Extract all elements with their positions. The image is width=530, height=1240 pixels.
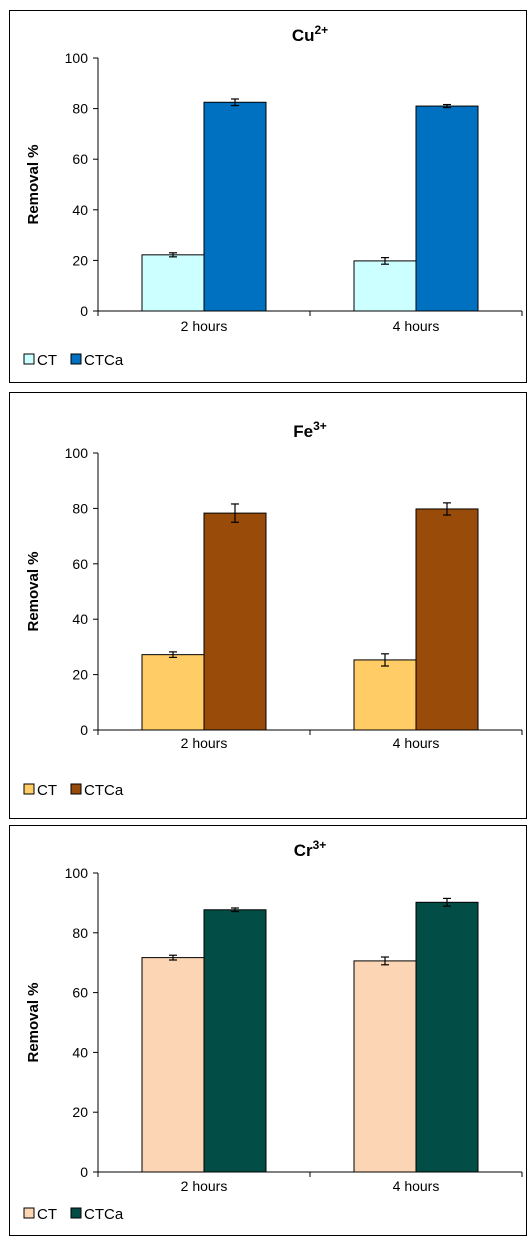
y-tick-label: 0 (80, 303, 88, 319)
bar-ctca (415, 508, 479, 731)
y-tick-label: 20 (72, 1104, 88, 1120)
bar-ct (141, 957, 205, 1173)
y-axis-label: Removal % (25, 144, 42, 224)
bar-ct (353, 960, 417, 1173)
legend-swatch-ct (23, 783, 35, 795)
y-tick-label: 80 (72, 500, 88, 516)
chart-svg: Cr3+ Removal % 0 20 40 60 80 100 2 hours 4 hours C… (23, 838, 523, 1223)
legend-label: CTCa (84, 782, 124, 799)
chart-svg: Fe3+ Removal % 0 20 40 60 80 100 2 hours 4 hours C… (23, 419, 523, 799)
bar-ct (353, 260, 417, 312)
y-tick-label: 80 (72, 925, 88, 941)
x-tick-label: 4 hours (393, 318, 440, 334)
bar-ctca (415, 901, 479, 1173)
chart-title: Cr3+ (294, 838, 327, 860)
chart-title-text: Cr (294, 841, 313, 860)
bar-ctca (203, 101, 267, 312)
y-tick-label: 60 (72, 556, 88, 572)
chart-panel-cu: Cu2+ Removal % 0 20 40 60 80 100 2 hours 4 hours C… (9, 10, 527, 383)
y-tick-label: 60 (72, 151, 88, 167)
y-tick-label: 80 (72, 101, 88, 117)
bar-ctca (203, 909, 267, 1173)
y-tick-label: 0 (80, 722, 88, 738)
legend-swatch-ctca (70, 353, 82, 365)
legend-label: CT (37, 352, 57, 369)
bar-ct (141, 654, 205, 731)
y-axis-label: Removal % (25, 551, 42, 631)
legend-label: CTCa (84, 1206, 124, 1223)
chart-title-text: Cu (292, 26, 315, 45)
y-tick-label: 40 (72, 611, 88, 627)
bar-ctca (415, 105, 479, 312)
y-tick-label: 40 (72, 202, 88, 218)
legend-swatch-ctca (70, 783, 82, 795)
y-tick-label: 100 (65, 50, 89, 66)
legend-label: CT (37, 1206, 57, 1223)
y-tick-label: 60 (72, 985, 88, 1001)
chart-panel-cr: Cr3+ Removal % 0 20 40 60 80 100 2 hours 4 hours C… (9, 825, 527, 1236)
bar-ct (141, 254, 205, 312)
y-tick-label: 0 (80, 1164, 88, 1180)
legend-label: CT (37, 782, 57, 799)
chart-panel-fe: Fe3+ Removal % 0 20 40 60 80 100 2 hours 4 hours C… (9, 392, 527, 819)
x-tick-label: 2 hours (181, 1178, 228, 1194)
chart-title: Cu2+ (292, 23, 328, 45)
chart-title-superscript: 3+ (313, 419, 327, 433)
x-tick-label: 2 hours (181, 318, 228, 334)
chart-svg: Cu2+ Removal % 0 20 40 60 80 100 2 hours 4 hours C… (23, 23, 523, 369)
x-tick-label: 4 hours (393, 735, 440, 751)
bar-ct (353, 659, 417, 731)
y-tick-label: 20 (72, 667, 88, 683)
chart-title-text: Fe (293, 422, 313, 441)
chart-title-superscript: 3+ (313, 838, 327, 852)
x-tick-label: 2 hours (181, 735, 228, 751)
y-tick-label: 40 (72, 1044, 88, 1060)
chart-title-superscript: 2+ (314, 23, 328, 37)
y-axis-label: Removal % (25, 982, 42, 1062)
legend-swatch-ct (23, 1207, 35, 1219)
y-tick-label: 100 (65, 445, 89, 461)
y-tick-label: 20 (72, 252, 88, 268)
legend-swatch-ctca (70, 1207, 82, 1219)
chart-title: Fe3+ (293, 419, 327, 441)
legend-swatch-ct (23, 353, 35, 365)
legend-label: CTCa (84, 352, 124, 369)
x-tick-label: 4 hours (393, 1178, 440, 1194)
y-tick-label: 100 (65, 865, 89, 881)
bar-ctca (203, 512, 267, 731)
